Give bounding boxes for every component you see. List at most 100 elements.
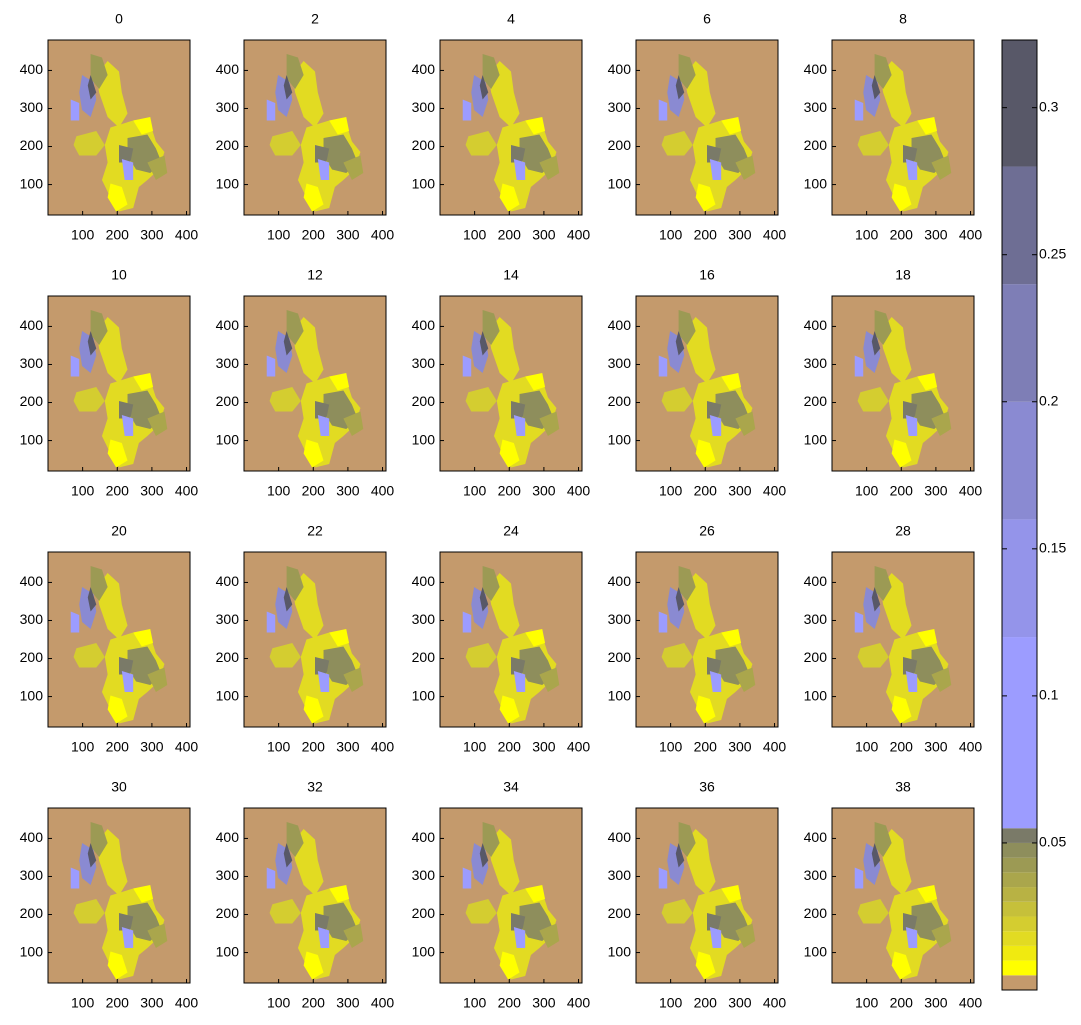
map-region	[329, 117, 350, 135]
y-tick-label: 100	[804, 943, 828, 959]
map-region	[905, 927, 918, 948]
y-tick-label: 200	[216, 393, 240, 409]
y-tick-label: 400	[216, 61, 240, 77]
y-tick-label: 300	[20, 99, 44, 115]
map-region	[539, 155, 560, 180]
y-tick-label: 400	[608, 829, 632, 845]
map-region	[87, 331, 97, 356]
panel-title: 26	[699, 523, 715, 539]
map-region	[675, 843, 685, 868]
panel: 38 100 200 300 400 100 200 300 400	[804, 779, 983, 1011]
x-tick-label: 400	[175, 483, 199, 499]
y-tick-label: 100	[412, 431, 436, 447]
map-region	[329, 885, 350, 903]
map-region	[857, 899, 889, 924]
x-tick-label: 400	[175, 739, 199, 755]
x-tick-label: 400	[763, 227, 787, 243]
y-tick-label: 200	[608, 649, 632, 665]
map-region	[658, 99, 668, 121]
map-region	[707, 913, 722, 931]
map-region	[107, 695, 128, 724]
map-region	[462, 867, 472, 889]
x-tick-label: 400	[959, 483, 983, 499]
y-tick-label: 100	[412, 943, 436, 959]
map-region	[479, 843, 489, 868]
x-tick-label: 100	[659, 227, 683, 243]
map-region	[931, 411, 952, 436]
panel-title: 20	[111, 523, 127, 539]
x-tick-label: 300	[140, 483, 164, 499]
y-tick-label: 100	[20, 431, 44, 447]
panel-title: 24	[503, 523, 519, 539]
map-region	[678, 54, 696, 89]
y-tick-label: 200	[412, 393, 436, 409]
y-tick-label: 200	[608, 393, 632, 409]
map-region	[675, 331, 685, 356]
map-region	[854, 611, 864, 633]
map-region	[695, 695, 716, 724]
y-tick-label: 200	[20, 649, 44, 665]
panel-title: 38	[895, 779, 911, 795]
map-region	[465, 643, 497, 668]
map-region	[903, 913, 918, 931]
y-tick-label: 300	[804, 99, 828, 115]
map-region	[871, 331, 881, 356]
map-region	[891, 439, 912, 468]
colorbar: 0.05 0.1 0.15 0.2 0.25 0.3	[1001, 39, 1066, 991]
map-region	[661, 643, 693, 668]
map-region	[905, 159, 918, 180]
map-region	[857, 643, 889, 668]
map-region	[303, 183, 324, 212]
map-region	[121, 415, 134, 436]
x-tick-label: 400	[371, 995, 395, 1011]
y-tick-label: 100	[804, 687, 828, 703]
x-tick-label: 200	[694, 483, 718, 499]
map-region	[462, 99, 472, 121]
map-region	[707, 145, 722, 163]
panel: 24 100 200 300 400 100 200 300 400	[412, 523, 591, 755]
x-tick-label: 400	[959, 995, 983, 1011]
x-tick-label: 300	[532, 995, 556, 1011]
map-region	[133, 117, 154, 135]
map-region	[917, 117, 938, 135]
y-tick-label: 400	[804, 829, 828, 845]
map-region	[121, 159, 134, 180]
panel: 2 100 200 300 400 100 200 300 400	[216, 11, 395, 243]
map-region	[317, 671, 330, 692]
map-region	[871, 843, 881, 868]
map-region	[147, 411, 168, 436]
axes-frame	[831, 551, 975, 728]
map-region	[266, 867, 276, 889]
panel: 36 100 200 300 400 100 200 300 400	[608, 779, 787, 1011]
x-tick-label: 300	[924, 483, 948, 499]
x-tick-label: 300	[336, 739, 360, 755]
y-tick-label: 300	[216, 867, 240, 883]
map-region	[678, 310, 696, 345]
map-region	[857, 131, 889, 156]
panel-title: 14	[503, 267, 519, 283]
y-tick-label: 100	[216, 687, 240, 703]
x-tick-label: 300	[336, 483, 360, 499]
x-tick-label: 400	[763, 483, 787, 499]
x-tick-label: 200	[694, 739, 718, 755]
panel: 0 100 200 300 400 100 200 300 400	[20, 11, 199, 243]
map-region	[891, 183, 912, 212]
y-tick-label: 300	[608, 611, 632, 627]
y-tick-label: 300	[412, 99, 436, 115]
map-region	[709, 927, 722, 948]
panel-title: 28	[895, 523, 911, 539]
map-region	[479, 75, 489, 100]
map-region	[709, 671, 722, 692]
axes-frame	[47, 551, 191, 728]
y-tick-label: 200	[20, 393, 44, 409]
map-region	[317, 415, 330, 436]
map-region	[871, 587, 881, 612]
map-region	[499, 439, 520, 468]
panel: 12 100 200 300 400 100 200 300 400	[216, 267, 395, 499]
x-tick-label: 300	[728, 483, 752, 499]
panel-title: 34	[503, 779, 519, 795]
panel-title: 36	[699, 779, 715, 795]
y-tick-label: 200	[20, 905, 44, 921]
map-region	[917, 629, 938, 647]
colorbar-frame	[1001, 39, 1038, 991]
